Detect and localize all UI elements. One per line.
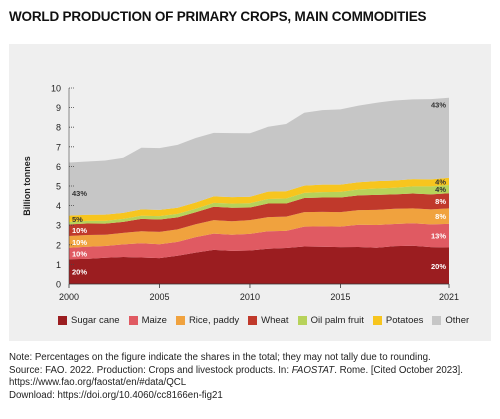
area-series-rice-paddy [69, 208, 449, 248]
area-series-oil-palm-fruit [69, 185, 449, 225]
y-tick-label: 6 [56, 162, 61, 172]
y-tick-label: 4 [56, 201, 61, 211]
share-label-2000-rice-paddy: 10% [72, 238, 87, 247]
legend-item-maize: Maize [128, 314, 167, 326]
y-tick-label: 1 [56, 260, 61, 270]
legend-label: Oil palm fruit [310, 314, 364, 326]
x-tick-label: 2000 [59, 292, 79, 302]
legend-item-oil-palm-fruit: Oil palm fruit [297, 314, 364, 326]
area-series-maize [69, 223, 449, 260]
share-label-2021-potatoes: 4% [435, 177, 446, 186]
legend-label: Sugar cane [71, 314, 120, 326]
area-series-other [69, 97, 449, 216]
legend-swatch [297, 315, 307, 325]
area-series-sugar-cane [69, 245, 449, 284]
x-tick-label: 2015 [330, 292, 350, 302]
area-series-potatoes [69, 177, 449, 223]
legend-label: Other [445, 314, 470, 326]
legend-item-rice-paddy: Rice, paddy [175, 314, 240, 326]
source-text: Source: FAO. 2022. Production: Crops and… [9, 364, 463, 376]
share-label-2000-maize: 10% [72, 250, 87, 259]
y-tick-label: 10 [51, 84, 61, 94]
chart-title: WORLD PRODUCTION OF PRIMARY CROPS, MAIN … [9, 9, 427, 24]
share-label-2000-wheat: 10% [72, 226, 87, 235]
legend-label: Rice, paddy [188, 314, 240, 326]
legend-swatch [175, 315, 185, 325]
x-tick-label: 2005 [149, 292, 169, 302]
area-series-wheat [69, 193, 449, 236]
x-tick-label: 2010 [240, 292, 260, 302]
share-label-2000-sugar-cane: 20% [72, 268, 87, 277]
share-label-2021-rice-paddy: 8% [435, 212, 446, 221]
source-url-link[interactable]: https://www.fao.org/faostat/en/#data/QCL [9, 377, 187, 389]
share-label-2000-other: 43% [72, 189, 87, 198]
legend-swatch [432, 315, 442, 325]
download-link[interactable]: Download: https://doi.org/10.4060/cc8166… [9, 389, 223, 401]
share-label-2021-wheat: 8% [435, 197, 446, 206]
share-label-2021-other: 43% [431, 101, 446, 110]
legend-swatch [58, 315, 67, 325]
x-tick-label: 2021 [439, 292, 459, 302]
share-label-2000-potatoes: 5% [72, 215, 83, 224]
y-tick-label: 9 [56, 103, 61, 113]
legend-swatch [128, 315, 138, 325]
legend-label: Wheat [261, 314, 289, 326]
legend-item-sugar-cane: Sugar cane [58, 315, 120, 326]
note-text: Note: Percentages on the figure indicate… [9, 352, 431, 363]
y-tick-label: 5 [56, 182, 61, 192]
y-tick-label: 8 [56, 123, 61, 133]
legend-label: Potatoes [385, 314, 424, 326]
y-tick-label: 2 [56, 240, 61, 250]
legend-item-wheat: Wheat [248, 314, 289, 326]
y-tick-label: 7 [56, 142, 61, 152]
legend-swatch [372, 315, 382, 325]
legend-item-potatoes: Potatoes [372, 314, 424, 326]
legend-swatch [248, 315, 258, 325]
legend-item-other: Other [432, 315, 469, 326]
y-axis-title: Billion tonnes [22, 156, 32, 216]
chart-legend: Sugar cane Maize Rice, paddy Wheat Oil palm … [58, 313, 478, 327]
figure-notes: Note: Percentages on the figure indicate… [9, 352, 494, 402]
share-label-2021-sugar-cane: 20% [431, 262, 446, 271]
legend-label: Maize [141, 314, 167, 326]
share-label-2021-oil-palm-fruit: 4% [435, 185, 446, 194]
y-tick-label: 0 [56, 280, 61, 290]
y-tick-label: 3 [56, 221, 61, 231]
share-label-2021-maize: 13% [431, 232, 446, 241]
